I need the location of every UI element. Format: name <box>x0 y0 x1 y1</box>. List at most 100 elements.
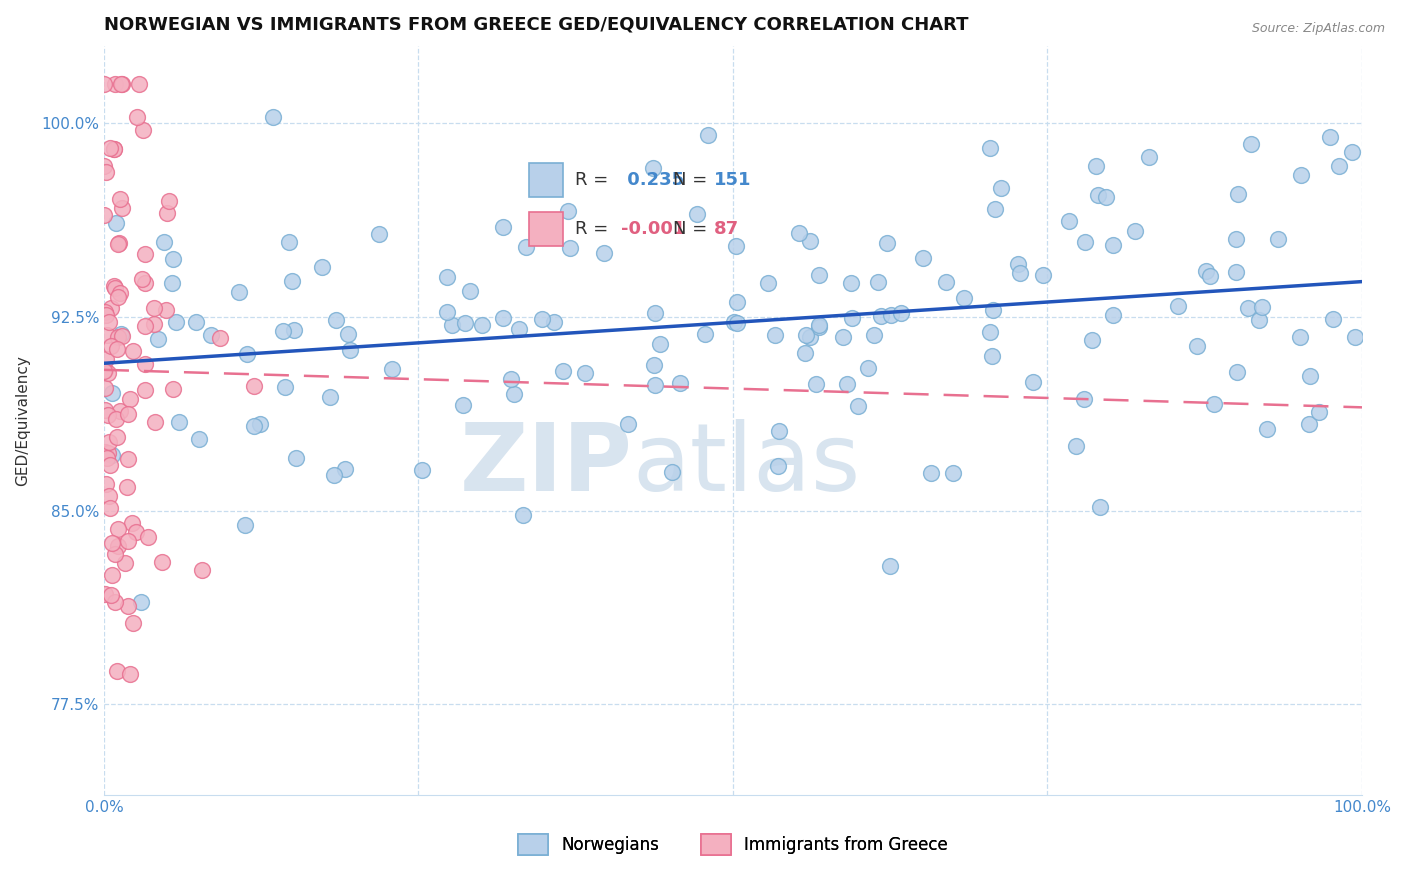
Point <box>1267 232 1289 246</box>
Point <box>132 123 155 137</box>
Point <box>436 270 458 285</box>
Point <box>1022 375 1045 389</box>
Point <box>758 276 780 290</box>
Point <box>1322 311 1344 326</box>
Point <box>512 508 534 522</box>
Point <box>150 555 173 569</box>
Point <box>97 434 120 449</box>
Point <box>131 272 153 286</box>
Point <box>766 458 789 473</box>
Point <box>890 306 912 320</box>
Point <box>643 358 665 372</box>
Point <box>725 238 748 252</box>
Point <box>100 339 122 353</box>
Point <box>93 364 115 378</box>
Point <box>162 382 184 396</box>
Point <box>981 303 1004 318</box>
Point <box>143 301 166 315</box>
Point <box>274 380 297 394</box>
Point <box>107 236 129 251</box>
Point <box>94 363 117 377</box>
Point <box>725 317 748 331</box>
Point <box>96 165 118 179</box>
Point <box>592 245 614 260</box>
Point <box>94 477 117 491</box>
Point <box>1167 299 1189 313</box>
Point <box>108 285 131 300</box>
Point <box>856 360 879 375</box>
Point <box>134 247 156 261</box>
Point <box>491 220 513 235</box>
Point <box>200 327 222 342</box>
Point <box>808 268 831 282</box>
Point <box>110 192 132 206</box>
Point <box>157 194 180 208</box>
Point <box>104 78 127 92</box>
Point <box>97 446 120 460</box>
Point <box>1199 269 1222 284</box>
Point <box>515 240 537 254</box>
Point <box>125 525 148 540</box>
Point <box>134 383 156 397</box>
Point <box>530 311 553 326</box>
Point <box>325 313 347 327</box>
Y-axis label: GED/Equivalency: GED/Equivalency <box>15 355 30 485</box>
Point <box>107 236 129 251</box>
Point <box>1031 268 1053 282</box>
Point <box>644 306 666 320</box>
Point <box>94 403 117 417</box>
Point <box>101 448 124 462</box>
Point <box>93 159 115 173</box>
Point <box>104 281 127 295</box>
Point <box>162 252 184 266</box>
Text: 151: 151 <box>714 171 751 189</box>
Point <box>103 142 125 156</box>
Point <box>1298 417 1320 432</box>
Point <box>155 303 177 318</box>
Point <box>1090 500 1112 514</box>
Point <box>1289 330 1312 344</box>
Text: atlas: atlas <box>633 419 860 511</box>
Point <box>1250 300 1272 314</box>
Point <box>1073 392 1095 407</box>
Point <box>502 387 524 401</box>
Point <box>156 206 179 220</box>
Point <box>1225 265 1247 279</box>
Point <box>1010 266 1032 280</box>
Point <box>98 141 121 155</box>
Point <box>104 547 127 561</box>
Text: Source: ZipAtlas.com: Source: ZipAtlas.com <box>1251 22 1385 36</box>
Point <box>107 329 129 343</box>
Point <box>831 330 853 344</box>
Point <box>557 204 579 219</box>
Point <box>94 445 117 459</box>
Point <box>108 403 131 417</box>
Point <box>243 419 266 434</box>
Point <box>787 226 810 240</box>
Point <box>1341 145 1364 160</box>
Point <box>249 417 271 431</box>
Point <box>98 458 121 472</box>
Point <box>136 530 159 544</box>
Point <box>1007 257 1029 271</box>
Point <box>661 465 683 479</box>
Text: ZIP: ZIP <box>460 419 633 511</box>
Point <box>1187 338 1209 352</box>
Point <box>117 407 139 421</box>
Point <box>104 216 127 230</box>
Point <box>107 522 129 536</box>
Point <box>134 358 156 372</box>
Point <box>278 235 301 249</box>
Point <box>1225 232 1247 246</box>
Point <box>942 466 965 480</box>
Point <box>114 556 136 570</box>
Point <box>508 322 530 336</box>
Point <box>187 432 209 446</box>
Point <box>134 277 156 291</box>
Point <box>107 290 129 304</box>
Point <box>96 328 118 343</box>
Point <box>807 318 830 333</box>
Point <box>1226 365 1249 379</box>
Point <box>129 595 152 609</box>
Point <box>118 392 141 406</box>
